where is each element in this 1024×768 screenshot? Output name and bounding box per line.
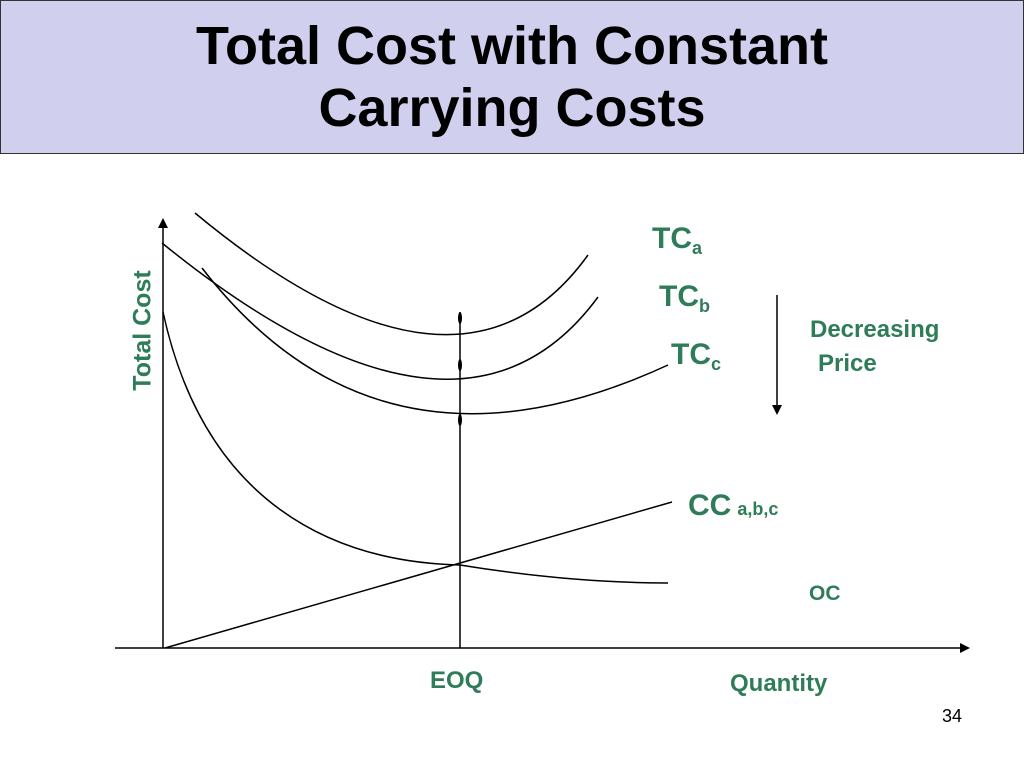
tc-a-subscript: a: [692, 238, 703, 258]
tc-c-subscript: c: [711, 354, 722, 374]
y-axis-label: Total Cost: [128, 270, 157, 391]
cc-line: [164, 501, 673, 649]
tc-a-main: TC: [652, 222, 692, 255]
tc-a-min-point: [458, 312, 462, 324]
slide-title-line-2: Carrying Costs: [318, 78, 706, 138]
tc-b-min-point: [458, 359, 462, 371]
tc-a-label: TCa: [652, 222, 702, 259]
tc-a-curve: [194, 212, 589, 336]
x-axis-label: Quantity: [730, 670, 828, 697]
tc-c-curve: [201, 267, 669, 415]
decreasing-label: Decreasing: [810, 316, 940, 343]
title-bar: Total Cost with Constant Carrying Costs: [0, 0, 1024, 154]
cc-subscript: a,b,c: [737, 499, 779, 519]
price-label: Price: [818, 350, 877, 377]
tc-b-curve: [161, 242, 599, 380]
eoq-label: EOQ: [430, 667, 484, 694]
tc-b-subscript: b: [699, 296, 710, 316]
cc-label: CC a,b,c: [688, 489, 778, 523]
oc-label: OC: [809, 582, 841, 605]
slide-title-line-1: Total Cost with Constant: [196, 16, 828, 76]
tc-c-label: TCc: [671, 338, 721, 375]
page-number: 34: [941, 706, 962, 726]
tc-b-main: TC: [659, 280, 699, 313]
tc-b-label: TCb: [659, 280, 710, 317]
cc-main: CC: [688, 489, 732, 522]
tc-c-min-point: [458, 414, 462, 426]
tc-c-main: TC: [671, 338, 711, 371]
oc-curve: [162, 311, 669, 584]
